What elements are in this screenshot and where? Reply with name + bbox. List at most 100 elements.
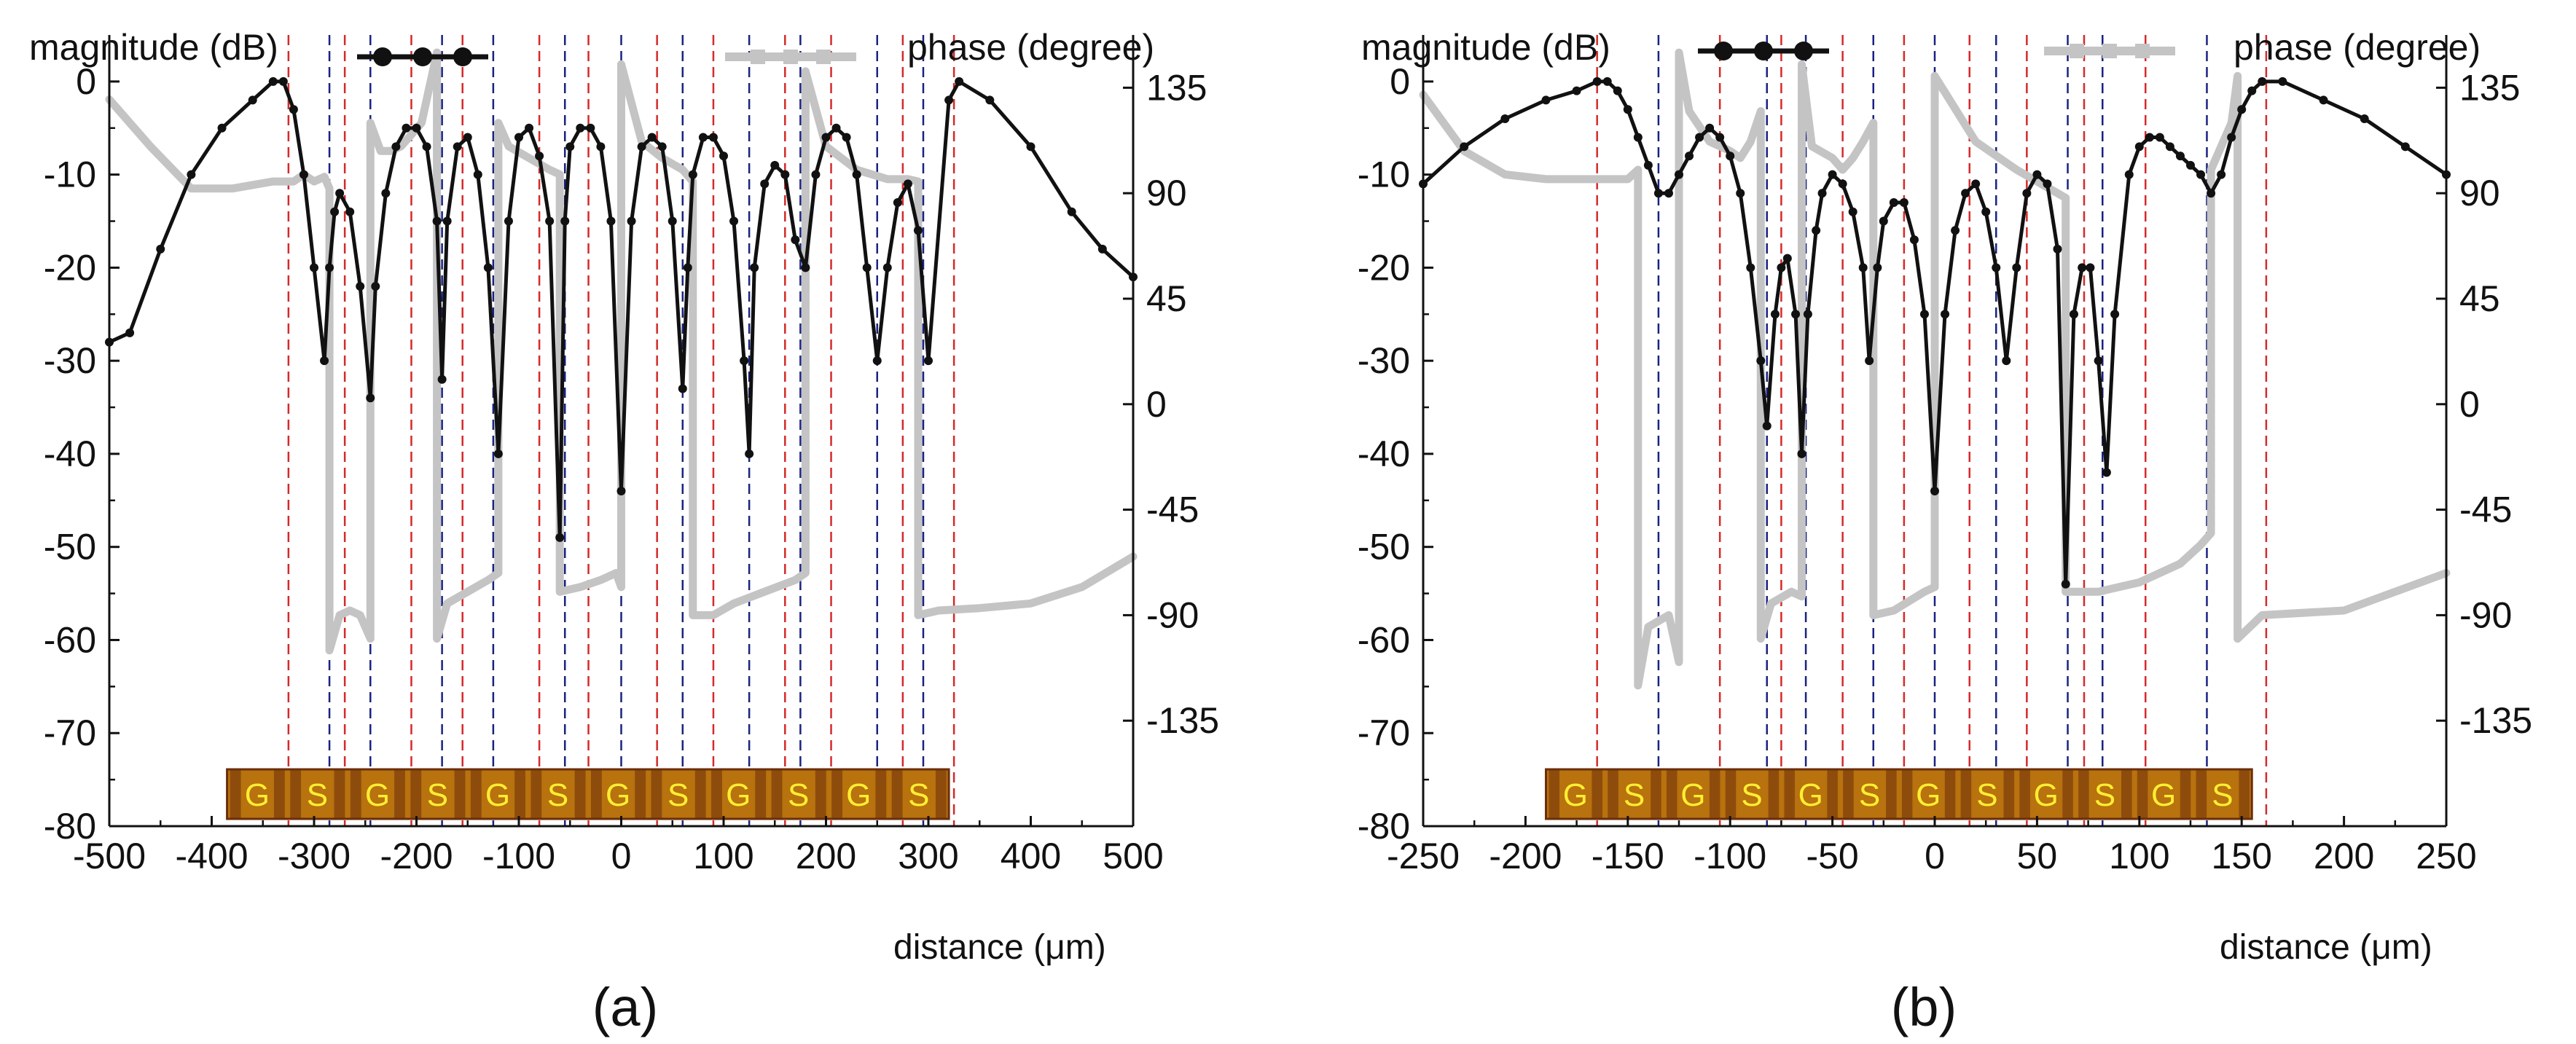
panel-a-electrode-label-1: S (307, 777, 328, 813)
panel-b-magnitude-point-49 (2002, 356, 2011, 366)
panel-a-magnitude-point-38 (560, 216, 570, 226)
panel-b-electrode-gap-right-11 (2239, 769, 2250, 819)
panel-b-magnitude-point-28 (1803, 310, 1812, 319)
panel-a-y-left-tick-label-4: -40 (44, 433, 96, 474)
panel-a-magnitude-point-3 (187, 170, 196, 179)
panel-a-y-left-tick-label-8: -80 (44, 806, 96, 847)
panel-a-magnitude-point-48 (657, 142, 667, 152)
panel-a-y-left-tick-label-6: -60 (44, 619, 96, 660)
panel-a-magnitude-point-5 (248, 95, 257, 105)
panel-b-legend: magnitude (dB) phase (degree) (1361, 27, 2481, 68)
panel-a-y-right-tick-label-3: 0 (1146, 384, 1167, 425)
panel-a-magnitude-point-16 (356, 281, 365, 291)
panel-a-magnitude-point-1 (125, 328, 135, 337)
panel-a-magnitude-point-43 (606, 216, 616, 226)
panel-b-electrode-label-0: G (1563, 777, 1588, 813)
panel-a-y-right-tick-label-5: -90 (1146, 594, 1199, 635)
panel-b-x-tick-label-1: -200 (1489, 836, 1562, 876)
panel-b-y-left-tick-label-1: -10 (1358, 154, 1410, 195)
panel-a-electrode-gap-5 (531, 769, 542, 819)
panel-b-electrode-gap-7 (1960, 769, 1972, 819)
panel-a-magnitude-point-82 (1097, 244, 1107, 254)
panel-a-magnitude-point-26 (442, 216, 452, 226)
panel-a-magnitude-point-51 (683, 263, 692, 272)
panel-b-magnitude-point-23 (1770, 310, 1780, 319)
panel-b-magnitude-point-69 (2196, 170, 2206, 179)
panel-a-magnitude-point-52 (688, 170, 697, 179)
panel-b-x-tick-label-6: 50 (2017, 836, 2058, 876)
panel-b-magnitude-point-71 (2217, 170, 2226, 179)
panel-a-guide-lines (287, 35, 955, 826)
panel-a-magnitude-point-40 (576, 123, 585, 133)
panel-a-electrode-gap-right-9 (815, 769, 826, 819)
panel-a-x-tick-label-9: 400 (1001, 836, 1061, 876)
panel-a-magnitude-point-45 (627, 216, 636, 226)
panel-b-legend-phase-square-2 (2135, 44, 2150, 58)
panel-b-magnitude-point-2 (1500, 114, 1510, 123)
panel-b-phase-series (1419, 48, 2451, 690)
panel-b-electrode-gap-1 (1608, 769, 1618, 819)
panel-a-y-left-tick-label-1: -10 (44, 154, 96, 195)
panel-a-electrode-label-8: G (726, 777, 751, 813)
panel-a-magnitude-point-59 (750, 263, 759, 272)
panel-b-magnitude-point-43 (1941, 310, 1950, 319)
panel-a-magnitude-point-62 (780, 170, 790, 179)
panel-a-electrode-gap-8 (711, 769, 722, 819)
panel-a-magnitude-point-65 (811, 170, 821, 179)
panel-b-y-right-tick-label-0: 135 (2459, 67, 2520, 108)
panel-b-magnitude-point-1 (1460, 142, 1469, 152)
panel-a-magnitude-point-68 (842, 133, 851, 142)
panel-b-electrode-base (1544, 768, 2253, 820)
panel-a-electrode-gap-right-8 (755, 769, 767, 819)
panel-a-magnitude-point-81 (1067, 207, 1076, 216)
panel-b-electrode-gap-8 (2019, 769, 2030, 819)
panel-b-legend-magnitude-marker (1698, 42, 1829, 60)
panel-a-electrode-label-7: S (668, 777, 689, 813)
panel-a-electrode-gap-7 (651, 769, 662, 819)
panel-b-magnitude-point-75 (2258, 76, 2267, 86)
panel-a-x-tick-label-0: -500 (73, 836, 146, 876)
panel-b-electrode-gap-3 (1725, 769, 1737, 819)
panel-b-electrode-label-6: G (1916, 777, 1941, 813)
panel-b-electrode-label-9: S (2094, 777, 2115, 813)
panel-b-magnitude-point-10 (1643, 160, 1653, 170)
panel-b-phase-line (1419, 48, 2451, 690)
panel-b-legend-phase-square-0 (2070, 44, 2084, 58)
panel-b-y-right-tick-label-4: -45 (2459, 490, 2512, 530)
panel-b-magnitude-point-78 (2360, 114, 2369, 123)
panel-a-axes: -500 -400 -300 -200 -100 0 100 200 300 400 5000-10… (44, 35, 1219, 876)
panel-b-magnitude-point-17 (1715, 133, 1725, 142)
panel-b-magnitude-point-38 (1889, 197, 1898, 207)
panel-b-x-axis-label: distance (μm) (2220, 928, 2432, 967)
panel-b-magnitude-point-74 (2247, 86, 2257, 95)
panel-b-magnitude-point-42 (1930, 487, 1939, 496)
panel-a-magnitude-point-12 (325, 263, 334, 272)
panel-b-electrode-gap-right-9 (2121, 769, 2132, 819)
panel-a-legend-phase-square-1 (783, 50, 798, 64)
panel-b-magnitude-point-13 (1675, 170, 1683, 179)
panel-b-y-left-tick-label-3: -30 (1358, 340, 1410, 381)
panel-b-magnitude-series (1419, 76, 2451, 589)
panel-a-electrode-gap-right-0 (273, 769, 285, 819)
panel-b-legend-mag-dot-1 (1754, 42, 1773, 60)
panel-a-magnitude-point-39 (565, 142, 575, 152)
panel-b-magnitude-point-18 (1726, 152, 1735, 161)
panel-b-x-tick-label-2: -150 (1592, 836, 1664, 876)
panel-b-magnitude-point-55 (2061, 579, 2070, 589)
panel-a-magnitude-point-11 (320, 356, 329, 366)
panel-b-magnitude-point-76 (2278, 76, 2287, 86)
panel-a-magnitude-point-60 (760, 179, 770, 189)
panel-b-magnitude-point-46 (1971, 179, 1981, 189)
panel-b-electrode-gap-right-3 (1768, 769, 1780, 819)
panel-b-magnitude-point-50 (2012, 263, 2021, 272)
panel-b-x-tick-label-3: -100 (1694, 836, 1766, 876)
panel-b-magnitude-point-79 (2400, 142, 2410, 152)
panel-a-electrode-label-3: S (427, 777, 448, 813)
panel-b-magnitude-point-36 (1873, 263, 1882, 272)
panel-b-electrode-label-11: S (2212, 777, 2233, 813)
panel-a-y-right-tick-label-0: 135 (1146, 67, 1207, 108)
panel-b-magnitude-point-45 (1961, 189, 1970, 198)
panel-b-magnitude-point-40 (1909, 235, 1919, 245)
panel-a-magnitude-point-63 (791, 235, 800, 245)
